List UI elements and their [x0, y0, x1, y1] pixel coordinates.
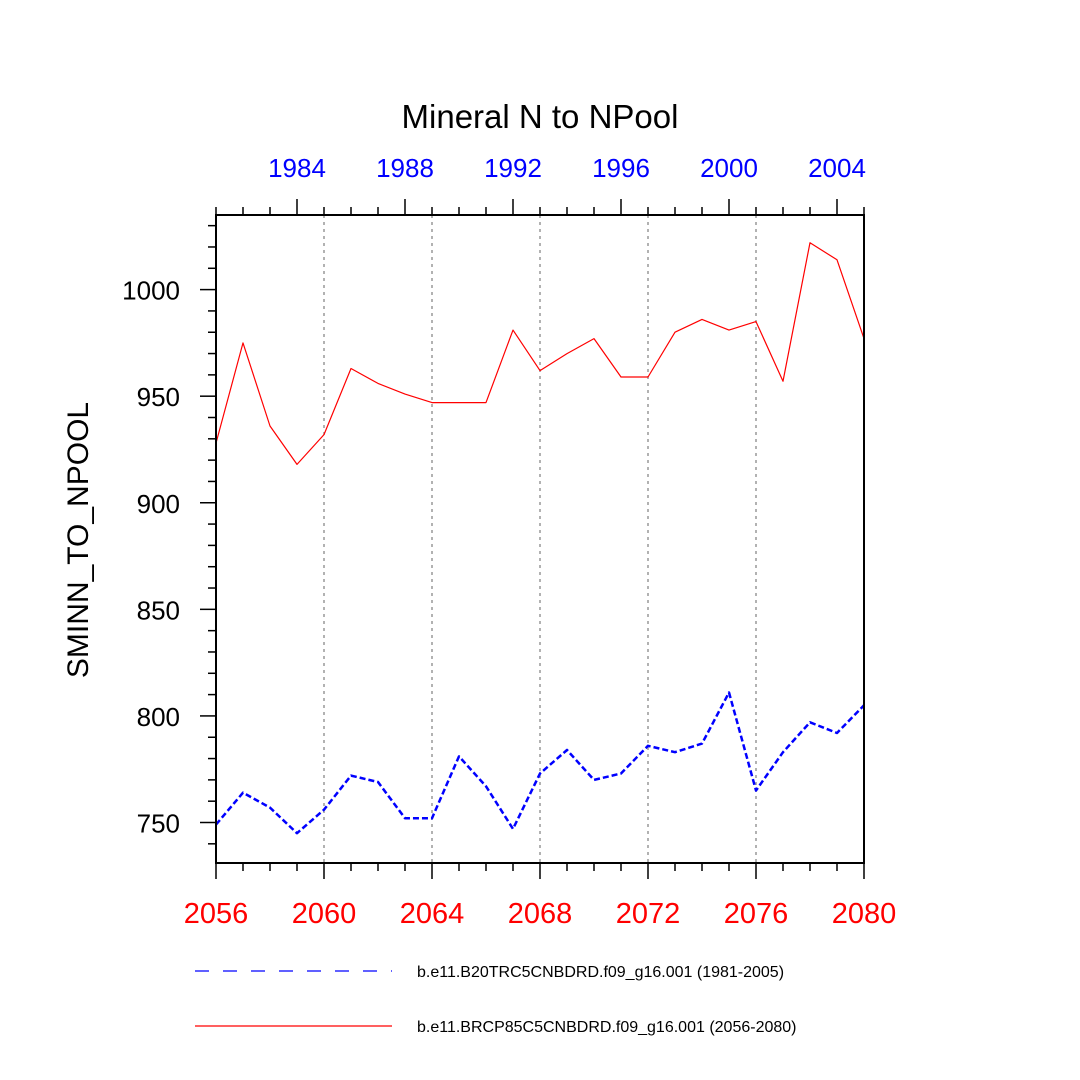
y-tick-label: 800	[137, 702, 180, 732]
top-tick-label: 1988	[376, 153, 434, 183]
y-tick-label: 750	[137, 809, 180, 839]
y-tick-label: 1000	[122, 276, 180, 306]
chart-title: Mineral N to NPool	[402, 98, 679, 135]
bottom-tick-label: 2060	[292, 898, 357, 930]
major-ticks	[200, 199, 865, 879]
bottom-tick-label: 2068	[508, 898, 573, 930]
bottom-tick-label: 2080	[832, 898, 897, 930]
bottom-tick-label: 2072	[616, 898, 681, 930]
top-tick-label: 1984	[268, 153, 326, 183]
y-tick-label: 850	[137, 595, 180, 625]
bottom-tick-label: 2076	[724, 898, 789, 930]
plot-frame	[215, 214, 865, 864]
top-tick-label: 1992	[484, 153, 542, 183]
legend-label: b.e11.B20TRC5CNBDRD.f09_g16.001 (1981-20…	[417, 964, 784, 981]
minor-ticks	[208, 207, 865, 871]
series-line-future	[215, 242, 865, 465]
bottom-tick-label: 2056	[184, 898, 249, 930]
y-tick-label: 950	[137, 382, 180, 412]
y-tick-label: 900	[137, 489, 180, 519]
bottom-tick-label: 2064	[400, 898, 465, 930]
top-tick-label: 1996	[592, 153, 650, 183]
tick-labels: 2056 2060 2064 2068 2072 2076 2080 1984 1988 1992…	[122, 153, 896, 930]
series-line-historical	[215, 691, 865, 835]
series-lines	[215, 242, 865, 835]
y-axis-label: SMINN_TO_NPOOL	[62, 402, 95, 678]
legend-label: b.e11.BRCP85C5CNBDRD.f09_g16.001 (2056-2…	[417, 1019, 796, 1036]
grid-lines	[323, 215, 757, 863]
legend: b.e11.B20TRC5CNBDRD.f09_g16.001 (1981-20…	[195, 964, 796, 1036]
top-tick-label: 2000	[700, 153, 758, 183]
top-tick-label: 2004	[808, 153, 866, 183]
